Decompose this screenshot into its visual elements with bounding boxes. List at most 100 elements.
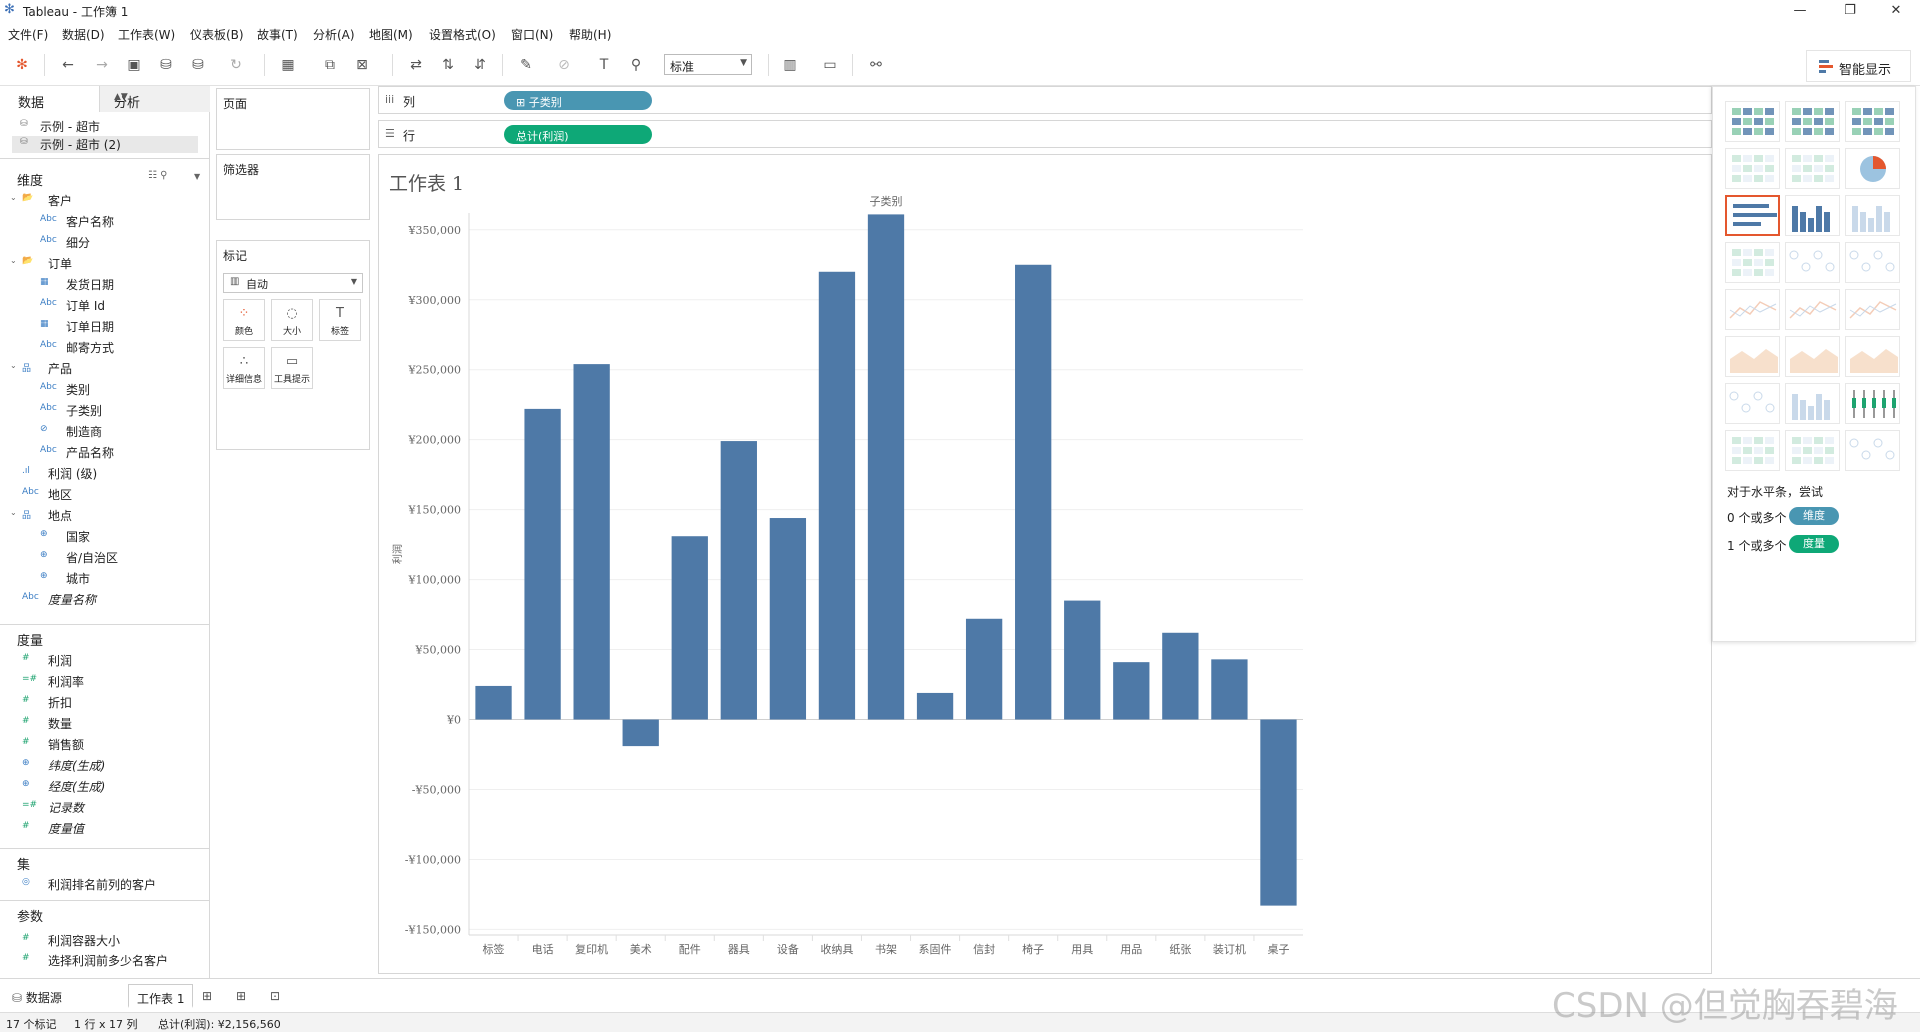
chart-type-discrete-lines-icon[interactable] bbox=[1785, 289, 1840, 330]
menu-dashboard[interactable]: 仪表板(B) bbox=[190, 28, 244, 42]
tab-analysis[interactable]: 分析 ▲▼ bbox=[100, 86, 210, 112]
chart-type-histogram-icon[interactable] bbox=[1785, 383, 1840, 424]
columns-pill[interactable]: ⊞ 子类别 bbox=[504, 91, 652, 110]
chart-type-area-continuous-icon[interactable] bbox=[1725, 336, 1780, 377]
sort-ascending-icon[interactable]: ⇅ bbox=[442, 57, 454, 73]
color-button[interactable]: ⁘ 颜色 bbox=[223, 299, 265, 341]
chart-type-circle-view-icon[interactable] bbox=[1785, 242, 1840, 283]
measure-item[interactable]: ⊕ 经度(生成) bbox=[22, 778, 192, 795]
dimension-item[interactable]: ⌄ 品 产品 bbox=[10, 360, 192, 377]
rows-pill[interactable]: 总计(利润) bbox=[504, 125, 652, 144]
minimize-button[interactable]: — bbox=[1793, 3, 1807, 18]
chart-type-heat-map-icon[interactable] bbox=[1785, 101, 1840, 142]
rows-shelf[interactable]: ☰ 行 总计(利润) bbox=[378, 120, 1712, 148]
new-datasource-icon[interactable]: ⛁ bbox=[160, 57, 172, 73]
worksheet-view[interactable]: 工作表 1 子类别 ¥350,000 ¥300,000 ¥250,000 ¥200,00… bbox=[378, 154, 1712, 974]
chart-type-text-table-icon[interactable] bbox=[1725, 101, 1780, 142]
dimension-item[interactable]: Abc 子类别 bbox=[40, 402, 210, 419]
tableau-home-icon[interactable]: ✻ bbox=[16, 57, 28, 73]
dimension-item[interactable]: ⊕ 省/自治区 bbox=[40, 549, 210, 566]
set-item[interactable]: ◎ 利润排名前列的客户 bbox=[22, 876, 202, 893]
measure-item[interactable]: # 数量 bbox=[22, 715, 192, 732]
chart-type-symbol-map-icon[interactable] bbox=[1725, 148, 1780, 189]
dimension-item[interactable]: Abc 客户名称 bbox=[40, 213, 210, 230]
expand-caret-icon[interactable]: ⌄ bbox=[10, 508, 17, 517]
datasource-item-selected[interactable]: ⛁ 示例 - 超市 (2) bbox=[12, 136, 198, 153]
chart-type-filled-map-icon[interactable] bbox=[1785, 148, 1840, 189]
param-item[interactable]: # 利润容器大小 bbox=[22, 932, 202, 949]
expand-caret-icon[interactable]: ⌄ bbox=[10, 256, 17, 265]
chart-type-dual-lines-icon[interactable] bbox=[1845, 289, 1900, 330]
chart-type-dual-combination-icon[interactable] bbox=[1845, 336, 1900, 377]
dimension-item[interactable]: ⌄ 📂 客户 bbox=[10, 192, 192, 209]
dimension-item[interactable]: .ıl 利润 (级) bbox=[22, 465, 192, 482]
chart-type-treemap-icon[interactable] bbox=[1725, 242, 1780, 283]
chart-type-area-discrete-icon[interactable] bbox=[1785, 336, 1840, 377]
fit-select[interactable]: 标准 ▼ bbox=[664, 54, 752, 75]
size-button[interactable]: ◌ 大小 bbox=[271, 299, 313, 341]
tab-datasource[interactable]: ⛁ 数据源 bbox=[4, 984, 70, 1008]
measure-item[interactable]: # 折扣 bbox=[22, 694, 192, 711]
dimension-item[interactable]: ⌄ 📂 订单 bbox=[10, 255, 192, 272]
menu-help[interactable]: 帮助(H) bbox=[569, 28, 612, 42]
dimension-item[interactable]: Abc 地区 bbox=[22, 486, 192, 503]
measure-item[interactable]: # 销售额 bbox=[22, 736, 192, 753]
dimension-item[interactable]: Abc 类别 bbox=[40, 381, 210, 398]
menu-file[interactable]: 文件(F) bbox=[8, 28, 49, 42]
pause-updates-icon[interactable]: ⛁ bbox=[192, 57, 204, 73]
measure-item[interactable]: # 度量值 bbox=[22, 820, 192, 837]
show-labels-icon[interactable]: T bbox=[599, 57, 609, 73]
new-story-icon[interactable]: ⊡ bbox=[270, 989, 281, 1003]
maximize-button[interactable]: ❐ bbox=[1844, 3, 1856, 18]
measure-item[interactable]: =# 记录数 bbox=[22, 799, 192, 816]
chart-type-scatter-plot-icon[interactable] bbox=[1725, 383, 1780, 424]
close-button[interactable]: ✕ bbox=[1890, 3, 1902, 18]
expand-caret-icon[interactable]: ⌄ bbox=[10, 193, 17, 202]
dimension-item[interactable]: Abc 产品名称 bbox=[40, 444, 210, 461]
save-icon[interactable]: ▣ bbox=[127, 57, 141, 73]
label-button[interactable]: T 标签 bbox=[319, 299, 361, 341]
chart-type-bullet-graph-icon[interactable] bbox=[1785, 430, 1840, 471]
menu-story[interactable]: 故事(T) bbox=[257, 28, 298, 42]
chart-type-box-and-whisker-icon[interactable] bbox=[1845, 383, 1900, 424]
tab-data[interactable]: 数据 bbox=[0, 86, 100, 112]
dimension-item[interactable]: ⌄ 品 地点 bbox=[10, 507, 192, 524]
chevron-down-icon[interactable]: ▼ bbox=[194, 172, 201, 181]
datasource-item[interactable]: ⛁ 示例 - 超市 bbox=[20, 118, 200, 135]
dimension-item[interactable]: Abc 订单 Id bbox=[40, 297, 210, 314]
show-me-button[interactable]: 智能显示 bbox=[1806, 50, 1911, 82]
menu-format[interactable]: 设置格式(O) bbox=[429, 28, 496, 42]
menu-window[interactable]: 窗口(N) bbox=[511, 28, 554, 42]
dimension-item[interactable]: ⊕ 国家 bbox=[40, 528, 210, 545]
refresh-icon[interactable]: ↻ bbox=[230, 57, 242, 73]
chart-type-gantt-chart-icon[interactable] bbox=[1725, 430, 1780, 471]
chart-type-continuous-lines-icon[interactable] bbox=[1725, 289, 1780, 330]
fix-axes-icon[interactable]: ⚲ bbox=[630, 57, 642, 73]
mark-type-select[interactable]: ▥ 自动 ▼ bbox=[223, 273, 363, 293]
detail-button[interactable]: ∴ 详细信息 bbox=[223, 347, 265, 389]
new-worksheet-icon[interactable]: ▦ bbox=[281, 57, 295, 73]
dimension-item[interactable]: ⊘ 制造商 bbox=[40, 423, 210, 440]
group-members-icon[interactable]: ⊘ bbox=[558, 57, 570, 73]
swap-rows-columns-icon[interactable]: ⇄ bbox=[410, 57, 422, 73]
chart-type-packed-bubbles-icon[interactable] bbox=[1845, 430, 1900, 471]
highlight-icon[interactable]: ✎ bbox=[520, 57, 532, 73]
dimension-item[interactable]: ⊕ 城市 bbox=[40, 570, 210, 587]
chart-type-pie-chart-icon[interactable] bbox=[1845, 148, 1900, 189]
tab-menu-icon[interactable]: ▲▼ bbox=[114, 92, 128, 102]
chart-type-horizontal-bars-icon[interactable] bbox=[1725, 195, 1780, 236]
sort-descending-icon[interactable]: ⇵ bbox=[474, 57, 486, 73]
tooltip-button[interactable]: ▭ 工具提示 bbox=[271, 347, 313, 389]
dimension-item[interactable]: Abc 细分 bbox=[40, 234, 210, 251]
chart-type-side-by-side-circles-icon[interactable] bbox=[1845, 242, 1900, 283]
measure-item[interactable]: ⊕ 纬度(生成) bbox=[22, 757, 192, 774]
menu-data[interactable]: 数据(D) bbox=[62, 28, 105, 42]
dimension-item[interactable]: Abc 度量名称 bbox=[22, 591, 192, 608]
param-item[interactable]: # 选择利润前多少名客户 bbox=[22, 952, 202, 969]
menu-analysis[interactable]: 分析(A) bbox=[313, 28, 355, 42]
view-options-icon[interactable]: ☷ ⚲ bbox=[148, 170, 168, 181]
measure-item[interactable]: =# 利润率 bbox=[22, 673, 192, 690]
expand-caret-icon[interactable]: ⌄ bbox=[10, 361, 17, 370]
dimension-item[interactable]: Abc 邮寄方式 bbox=[40, 339, 210, 356]
presentation-mode-icon[interactable]: ▭ bbox=[823, 57, 837, 73]
